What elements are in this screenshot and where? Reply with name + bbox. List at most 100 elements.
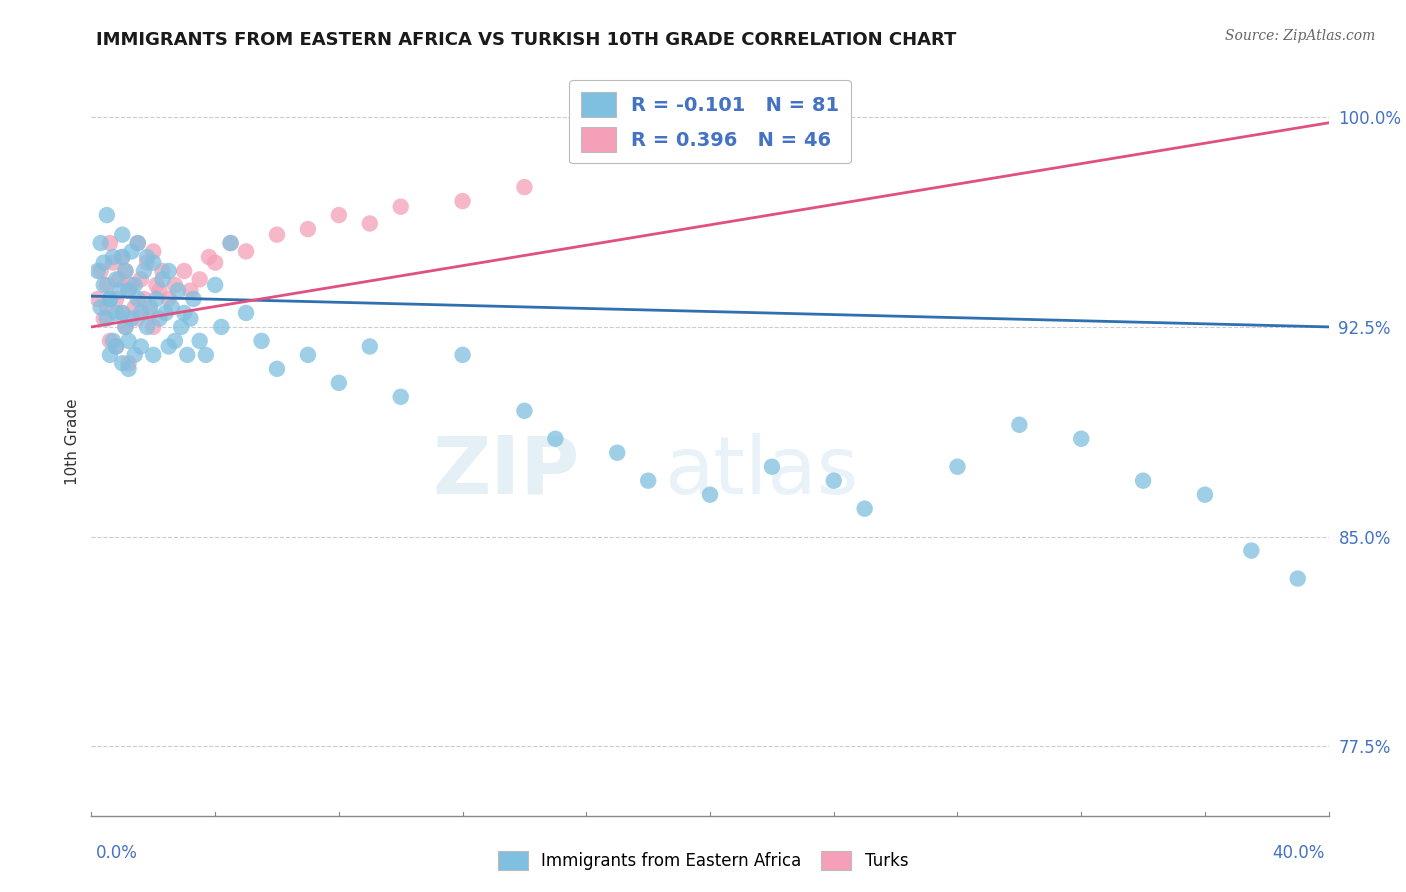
Point bbox=[1132, 474, 1154, 488]
Point bbox=[266, 227, 288, 242]
Point bbox=[127, 235, 149, 250]
Point bbox=[1194, 488, 1216, 502]
Point bbox=[160, 301, 183, 315]
Point bbox=[1070, 432, 1092, 446]
Point bbox=[93, 255, 115, 269]
Point bbox=[513, 180, 536, 194]
Point bbox=[142, 244, 165, 259]
Point bbox=[136, 250, 159, 264]
Point bbox=[101, 250, 124, 264]
Point bbox=[853, 501, 876, 516]
Point bbox=[170, 319, 193, 334]
Point bbox=[111, 306, 134, 320]
Text: 40.0%: 40.0% bbox=[1272, 844, 1324, 862]
Point bbox=[90, 264, 112, 278]
Point bbox=[127, 292, 149, 306]
Point bbox=[108, 284, 131, 298]
Point bbox=[114, 319, 136, 334]
Point bbox=[389, 390, 412, 404]
Point bbox=[176, 348, 198, 362]
Point bbox=[108, 272, 131, 286]
Point bbox=[98, 235, 121, 250]
Point bbox=[179, 311, 201, 326]
Point bbox=[98, 334, 121, 348]
Point bbox=[142, 348, 165, 362]
Point bbox=[167, 284, 190, 298]
Point bbox=[145, 277, 167, 292]
Point bbox=[90, 301, 112, 315]
Point bbox=[183, 292, 205, 306]
Point bbox=[451, 194, 474, 208]
Point bbox=[297, 348, 319, 362]
Point bbox=[114, 264, 136, 278]
Point bbox=[142, 319, 165, 334]
Point bbox=[105, 306, 128, 320]
Text: IMMIGRANTS FROM EASTERN AFRICA VS TURKISH 10TH GRADE CORRELATION CHART: IMMIGRANTS FROM EASTERN AFRICA VS TURKIS… bbox=[96, 31, 956, 49]
Point bbox=[114, 264, 136, 278]
Point bbox=[105, 272, 128, 286]
Point bbox=[389, 200, 412, 214]
Y-axis label: 10th Grade: 10th Grade bbox=[65, 398, 80, 485]
Point bbox=[111, 227, 134, 242]
Point bbox=[1008, 417, 1031, 432]
Point bbox=[145, 292, 167, 306]
Point bbox=[93, 277, 115, 292]
Point bbox=[105, 339, 128, 353]
Point bbox=[132, 264, 155, 278]
Point bbox=[152, 264, 174, 278]
Legend: Immigrants from Eastern Africa, Turks: Immigrants from Eastern Africa, Turks bbox=[491, 844, 915, 877]
Text: 0.0%: 0.0% bbox=[96, 844, 138, 862]
Text: Source: ZipAtlas.com: Source: ZipAtlas.com bbox=[1225, 29, 1375, 43]
Point bbox=[328, 208, 350, 222]
Point bbox=[124, 301, 146, 315]
Point bbox=[129, 339, 152, 353]
Point bbox=[111, 250, 134, 264]
Point bbox=[513, 404, 536, 418]
Point bbox=[114, 319, 136, 334]
Point bbox=[266, 362, 288, 376]
Point bbox=[129, 306, 152, 320]
Point bbox=[136, 319, 159, 334]
Point bbox=[235, 306, 257, 320]
Point bbox=[148, 284, 170, 298]
Point bbox=[451, 348, 474, 362]
Point bbox=[96, 301, 118, 315]
Point bbox=[163, 334, 186, 348]
Point bbox=[188, 334, 211, 348]
Point bbox=[96, 208, 118, 222]
Point bbox=[98, 292, 121, 306]
Point bbox=[946, 459, 969, 474]
Point bbox=[637, 474, 659, 488]
Point bbox=[173, 264, 195, 278]
Point bbox=[105, 292, 128, 306]
Point bbox=[117, 284, 139, 298]
Point bbox=[157, 339, 180, 353]
Point bbox=[121, 244, 143, 259]
Point bbox=[1286, 572, 1309, 586]
Point bbox=[173, 306, 195, 320]
Point bbox=[163, 277, 186, 292]
Point bbox=[132, 292, 155, 306]
Point bbox=[111, 306, 134, 320]
Point bbox=[93, 311, 115, 326]
Point bbox=[761, 459, 783, 474]
Point bbox=[117, 356, 139, 370]
Point bbox=[127, 311, 149, 326]
Point bbox=[152, 272, 174, 286]
Point bbox=[250, 334, 273, 348]
Point bbox=[209, 319, 232, 334]
Point bbox=[117, 284, 139, 298]
Point bbox=[101, 334, 124, 348]
Point bbox=[699, 488, 721, 502]
Point bbox=[86, 264, 108, 278]
Point bbox=[121, 311, 143, 326]
Point bbox=[124, 277, 146, 292]
Point bbox=[544, 432, 567, 446]
Legend: R = -0.101   N = 81, R = 0.396   N = 46: R = -0.101 N = 81, R = 0.396 N = 46 bbox=[569, 80, 851, 163]
Text: atlas: atlas bbox=[664, 433, 859, 510]
Point bbox=[121, 277, 143, 292]
Point bbox=[117, 334, 139, 348]
Point bbox=[219, 235, 242, 250]
Point bbox=[136, 255, 159, 269]
Point bbox=[101, 255, 124, 269]
